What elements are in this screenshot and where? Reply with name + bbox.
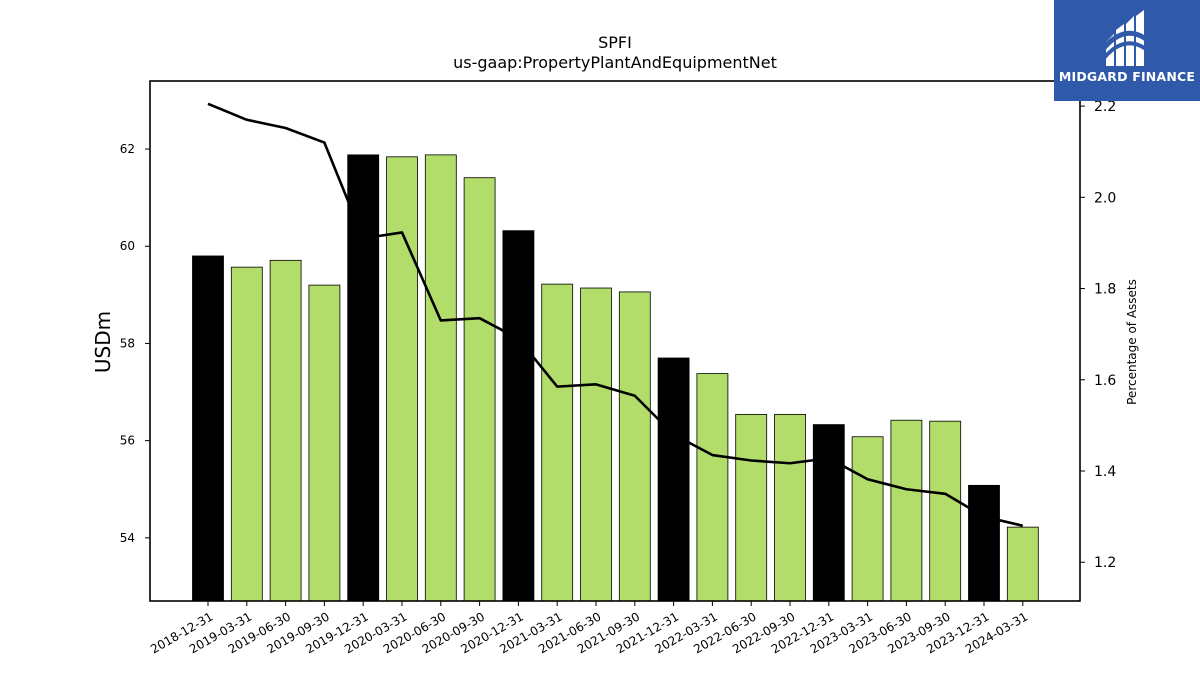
bar-2021-12-31 — [657, 357, 690, 602]
bar-2019-12-31 — [347, 154, 380, 602]
bar-2021-06-30 — [580, 287, 612, 602]
bar-2019-06-30 — [269, 259, 302, 602]
bar-2023-03-31 — [851, 436, 884, 602]
bar-2020-06-30 — [424, 154, 457, 602]
y-tick-label: 58 — [120, 336, 135, 350]
y2-axis-label: Percentage of Assets — [1125, 279, 1139, 405]
bar-2023-09-30 — [929, 420, 962, 602]
bar-2020-03-31 — [386, 156, 418, 602]
bar-2020-09-30 — [463, 177, 496, 602]
bar-2022-03-31 — [696, 373, 729, 602]
y2-tick-label: 1.6 — [1094, 373, 1116, 389]
y-tick-label: 60 — [120, 239, 135, 253]
y-tick-label: 56 — [120, 434, 135, 448]
bar-2024-03-31 — [1006, 526, 1039, 602]
bar-2021-03-31 — [541, 283, 574, 602]
line-group — [207, 102, 1024, 528]
y-tick-label: 62 — [120, 142, 135, 156]
y2-tick-label: 2.0 — [1094, 190, 1116, 206]
percentage-line — [207, 102, 1024, 528]
axes-group: 54565860621.21.41.61.82.02.22018-12-3120… — [120, 80, 1116, 656]
bar-2022-12-31 — [812, 424, 845, 602]
bars-group — [192, 154, 1039, 602]
y-axis-label: USDm — [91, 311, 115, 373]
bar-2020-12-31 — [502, 230, 535, 602]
bar-2023-06-30 — [890, 419, 923, 602]
bar-2021-09-30 — [618, 291, 651, 602]
y-tick-label: 54 — [120, 531, 135, 545]
bar-2023-12-31 — [968, 484, 1000, 602]
chart-subtitle: us-gaap:PropertyPlantAndEquipmentNet — [453, 53, 777, 72]
midgard-finance-logo: MIDGARD FINANCE — [1054, 0, 1200, 101]
bar-2018-12-31 — [192, 255, 224, 602]
logo-text: MIDGARD FINANCE — [1058, 69, 1196, 84]
bar-2022-06-30 — [735, 413, 768, 602]
y2-tick-label: 1.8 — [1094, 282, 1116, 298]
y2-tick-label: 1.2 — [1094, 555, 1116, 571]
bar-2019-03-31 — [230, 266, 263, 602]
chart-title: SPFI — [598, 33, 632, 52]
logo-mark-icon — [1102, 10, 1152, 66]
bar-2022-09-30 — [774, 413, 806, 602]
plot-frame — [149, 80, 1081, 602]
y2-tick-label: 2.2 — [1094, 99, 1116, 115]
y2-tick-label: 1.4 — [1094, 464, 1116, 480]
bar-2019-09-30 — [308, 284, 341, 602]
